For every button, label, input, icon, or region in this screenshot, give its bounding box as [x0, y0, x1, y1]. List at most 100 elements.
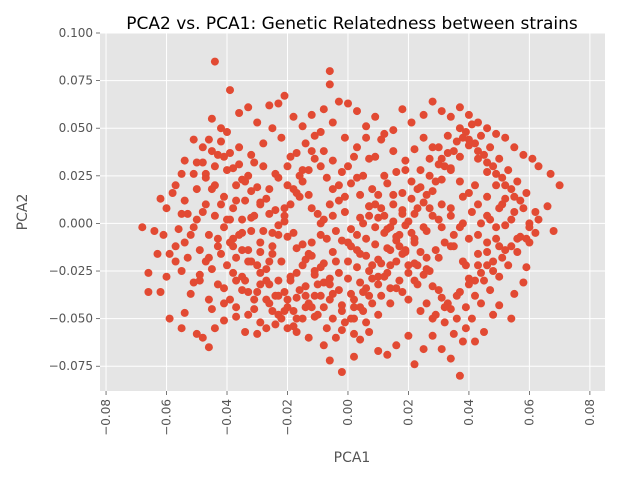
- data-point: [407, 177, 416, 186]
- data-point: [307, 204, 316, 213]
- data-point: [340, 318, 349, 327]
- data-point: [507, 242, 516, 251]
- data-point: [495, 242, 504, 251]
- data-point: [337, 301, 346, 310]
- data-point: [428, 282, 437, 291]
- data-point: [546, 169, 555, 178]
- data-point: [404, 295, 413, 304]
- data-point: [331, 227, 340, 235]
- data-point: [334, 286, 343, 295]
- data-point: [304, 333, 313, 342]
- data-point: [313, 310, 322, 319]
- data-point: [162, 204, 171, 213]
- data-point: [344, 99, 352, 108]
- data-point: [253, 261, 262, 270]
- data-point: [449, 230, 458, 239]
- data-point: [353, 263, 361, 272]
- data-point: [452, 137, 461, 146]
- data-point: [310, 131, 319, 140]
- data-point: [298, 240, 307, 249]
- data-point: [201, 169, 210, 178]
- data-point: [458, 219, 467, 228]
- data-point: [522, 189, 531, 197]
- data-point: [241, 328, 250, 336]
- data-point: [340, 208, 349, 216]
- data-point: [250, 295, 259, 304]
- data-point: [398, 189, 407, 197]
- data-point: [220, 316, 228, 325]
- data-point: [280, 211, 289, 220]
- y-tick-label: −0.050: [49, 312, 93, 326]
- y-axis-label: PCA2: [15, 194, 31, 231]
- data-point: [398, 288, 407, 296]
- data-point: [344, 162, 352, 171]
- y-tick-label: −0.025: [49, 264, 93, 278]
- data-point: [298, 122, 307, 131]
- data-point: [371, 223, 380, 232]
- data-point: [204, 230, 213, 239]
- data-point: [253, 329, 262, 338]
- data-point: [286, 200, 295, 209]
- data-point: [250, 211, 259, 220]
- x-axis-ticks: −0.08 −0.06 −0.04 −0.02 0.00 0.02 0.04 0.06 0.08: [99, 391, 597, 436]
- data-point: [235, 109, 244, 117]
- data-point: [374, 310, 383, 319]
- data-point: [256, 318, 265, 327]
- data-point: [534, 162, 543, 171]
- data-point: [458, 192, 467, 201]
- data-point: [498, 200, 507, 209]
- data-point: [262, 194, 271, 203]
- data-point: [180, 238, 189, 247]
- data-point: [428, 211, 437, 220]
- data-point: [325, 67, 334, 76]
- data-point: [428, 314, 437, 323]
- data-point: [422, 265, 431, 274]
- data-point: [461, 261, 470, 270]
- data-point: [395, 230, 404, 239]
- data-point: [513, 248, 522, 256]
- data-point: [455, 152, 464, 161]
- data-point: [480, 328, 488, 336]
- data-point: [428, 331, 437, 340]
- data-point: [328, 185, 337, 194]
- data-point: [413, 204, 422, 213]
- data-point: [235, 230, 244, 239]
- data-point: [319, 215, 328, 224]
- data-point: [350, 314, 358, 323]
- data-point: [198, 208, 207, 216]
- data-point: [319, 303, 328, 312]
- data-point: [337, 326, 346, 335]
- data-point: [144, 268, 153, 277]
- data-point: [232, 181, 241, 190]
- data-point: [265, 209, 274, 218]
- data-point: [374, 347, 383, 355]
- data-point: [365, 328, 374, 336]
- data-point: [362, 234, 371, 243]
- data-point: [365, 291, 374, 300]
- data-point: [271, 206, 280, 215]
- data-point: [480, 150, 488, 159]
- data-point: [440, 162, 449, 171]
- data-point: [434, 215, 443, 224]
- data-point: [292, 314, 301, 323]
- data-point: [464, 274, 473, 283]
- data-point: [464, 234, 473, 243]
- data-point: [244, 103, 253, 112]
- y-axis-ticks: −0.075 −0.050 −0.025 0.000 0.025 0.050 0.075 0.…: [49, 26, 100, 373]
- data-point: [398, 105, 407, 114]
- data-point: [510, 208, 519, 216]
- data-point: [223, 261, 231, 270]
- data-point: [319, 278, 328, 287]
- data-point: [431, 246, 440, 255]
- data-point: [177, 209, 186, 218]
- data-point: [171, 257, 180, 266]
- data-point: [474, 249, 482, 258]
- data-point: [483, 261, 492, 270]
- data-point: [495, 272, 504, 281]
- data-point: [492, 223, 501, 232]
- data-point: [392, 284, 401, 293]
- data-point: [507, 185, 516, 194]
- data-point: [244, 246, 253, 255]
- data-point: [232, 253, 241, 262]
- data-point: [292, 189, 301, 197]
